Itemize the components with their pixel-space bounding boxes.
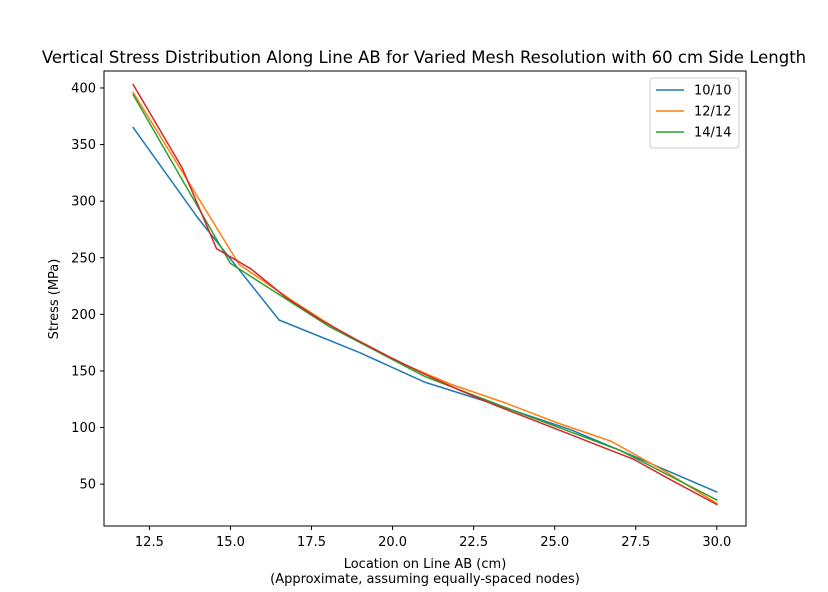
y-axis-label: Stress (MPa) bbox=[47, 259, 62, 340]
x-tick-label: 17.5 bbox=[297, 535, 326, 550]
series-line-14-14 bbox=[132, 93, 718, 501]
y-tick-label: 400 bbox=[71, 81, 96, 96]
y-tick-label: 200 bbox=[71, 308, 96, 323]
plot-area bbox=[104, 71, 746, 526]
legend-label-14-14: 14/14 bbox=[694, 126, 731, 141]
y-tick-label: 50 bbox=[79, 478, 96, 493]
plot-frame bbox=[103, 70, 747, 527]
x-tick-label: 30.0 bbox=[702, 535, 731, 550]
y-tick-label: 300 bbox=[71, 195, 96, 210]
y-tick-label: 250 bbox=[71, 251, 96, 266]
x-tick-label: 12.5 bbox=[135, 535, 164, 550]
x-axis-label: Location on Line AB (cm) bbox=[344, 557, 507, 572]
y-axis: 50 100 150 200 250 300 350 400 bbox=[71, 81, 104, 493]
x-tick-label: 20.0 bbox=[378, 535, 407, 550]
x-tick-label: 22.5 bbox=[459, 535, 488, 550]
y-tick-label: 350 bbox=[71, 138, 96, 153]
legend-label-10-10: 10/10 bbox=[694, 84, 731, 99]
series-line-12-12 bbox=[132, 91, 718, 505]
x-axis-note: (Approximate, assuming equally-spaced no… bbox=[270, 572, 580, 587]
x-axis: 12.5 15.0 17.5 20.0 22.5 25.0 27.5 30.0 bbox=[135, 526, 731, 550]
series-line-unlabeled-3 bbox=[132, 83, 718, 506]
legend: 10/10 12/12 14/14 bbox=[649, 77, 740, 149]
x-tick-label: 25.0 bbox=[540, 535, 569, 550]
chart-title: Vertical Stress Distribution Along Line … bbox=[42, 48, 806, 67]
y-tick-label: 150 bbox=[71, 364, 96, 379]
legend-box bbox=[649, 77, 740, 149]
series-layer bbox=[132, 83, 718, 506]
legend-label-12-12: 12/12 bbox=[694, 105, 731, 120]
x-tick-label: 15.0 bbox=[216, 535, 245, 550]
x-tick-label: 27.5 bbox=[621, 535, 650, 550]
y-tick-label: 100 bbox=[71, 421, 96, 436]
